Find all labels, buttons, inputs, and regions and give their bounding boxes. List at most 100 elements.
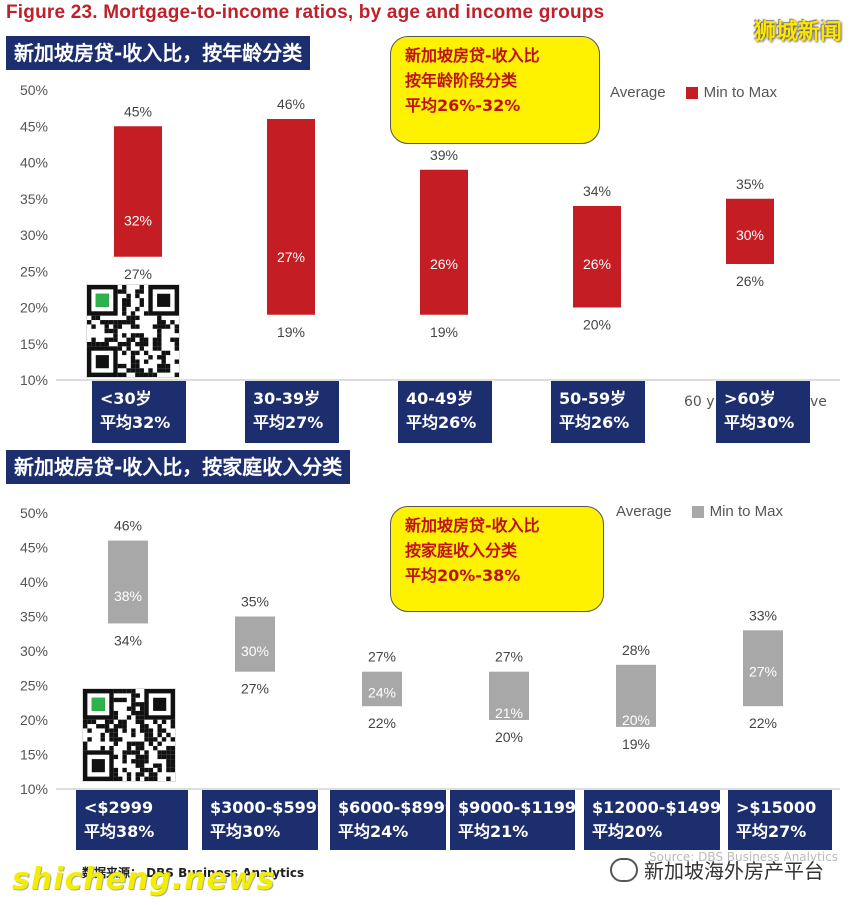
bottom-range-bar	[489, 671, 529, 720]
top-callout-line-1: 新加坡房贷-收入比	[405, 46, 540, 65]
top-average-label: 30%	[736, 227, 764, 243]
watermark-account-name: 新加坡海外房产平台	[644, 859, 824, 883]
top-range-bar	[267, 119, 315, 315]
brand-logo-text: 狮城新闻	[753, 20, 842, 45]
top-min-label: 27%	[124, 266, 152, 282]
top-max-label: 35%	[736, 176, 764, 192]
top-category-average: 平均26%	[406, 413, 477, 432]
bottom-category-box-6: >$15000 平均27%	[728, 790, 832, 850]
watermark-site: shicheng.news	[12, 862, 276, 897]
bottom-callout: 新加坡房贷-收入比 按家庭收入分类 平均20%-38%	[390, 506, 604, 612]
bottom-category-average: 平均38%	[84, 822, 155, 841]
top-legend-average: Average	[610, 84, 666, 101]
bottom-range-bar	[616, 664, 656, 727]
top-category-label: 40-49岁	[406, 389, 474, 408]
top-category-label: <30岁	[100, 389, 152, 408]
top-category-box-3: 40-49岁 平均26%	[398, 381, 492, 443]
top-max-label: 34%	[583, 183, 611, 199]
bottom-ytick-label: 40%	[20, 574, 48, 590]
bottom-legend-range: Min to Max	[709, 503, 783, 520]
top-max-label: 39%	[430, 147, 458, 163]
top-category-average: 平均26%	[559, 413, 630, 432]
top-range-bar	[573, 206, 621, 308]
top-ytick-label: 50%	[20, 82, 48, 98]
top-category-box-2: 30-39岁 平均27%	[245, 381, 339, 443]
top-category-box-4: 50-59岁 平均26%	[551, 381, 645, 443]
bottom-ytick-label: 20%	[20, 712, 48, 728]
top-callout-line-2: 按年龄阶段分类	[405, 71, 518, 90]
bottom-min-label: 22%	[368, 715, 396, 731]
top-range-bar	[420, 169, 468, 315]
bottom-category-average: 平均24%	[338, 822, 409, 841]
top-ytick-label: 35%	[20, 191, 48, 207]
bottom-max-label: 27%	[368, 649, 396, 665]
bottom-average-label: 21%	[495, 705, 523, 721]
bottom-max-label: 35%	[241, 594, 269, 610]
bottom-category-box-5: $12000-$14999 平均20%	[584, 790, 732, 850]
top-ytick-label: 15%	[20, 336, 48, 352]
bottom-range-bar	[108, 540, 148, 624]
top-chart: 10% 15% 20% 25% 30% 35% 40% 45% 50% 45% 27% 32% 46% 1…	[20, 82, 840, 388]
bottom-average-label: 38%	[114, 588, 142, 604]
figure-title: Figure 23. Mortgage-to-income ratios, by…	[6, 2, 605, 23]
bottom-min-label: 22%	[749, 715, 777, 731]
bottom-category-label: <$2999	[84, 798, 154, 817]
bottom-category-average: 平均20%	[592, 822, 663, 841]
bottom-category-average: 平均27%	[736, 822, 807, 841]
bottom-min-label: 34%	[114, 632, 142, 648]
bottom-legend-average: Average	[616, 503, 672, 520]
qr-code-icon	[83, 689, 175, 781]
bottom-ytick-label: 25%	[20, 678, 48, 694]
bottom-average-label: 20%	[622, 712, 650, 728]
top-category-average: 平均27%	[253, 413, 324, 432]
bottom-category-label: $6000-$8999	[338, 798, 456, 817]
bottom-callout-line-3: 平均20%-38%	[405, 566, 521, 585]
top-max-label: 45%	[124, 103, 152, 119]
bottom-ytick-label: 35%	[20, 609, 48, 625]
top-callout: 新加坡房贷-收入比 按年龄阶段分类 平均26%-32%	[390, 36, 600, 144]
top-legend: Average Min to Max	[610, 84, 777, 101]
top-min-label: 26%	[736, 273, 764, 289]
bottom-chart-banner: 新加坡房贷-收入比，按家庭收入分类	[6, 450, 351, 484]
bottom-category-label: >$15000	[736, 798, 817, 817]
top-chart-banner: 新加坡房贷-收入比，按年龄分类	[6, 36, 311, 70]
qr-code-icon	[87, 285, 179, 377]
top-ytick-label: 25%	[20, 263, 48, 279]
top-range-bar	[114, 126, 162, 257]
top-min-label: 19%	[430, 324, 458, 340]
top-category-label: 50-59岁	[559, 389, 627, 408]
bottom-ytick-label: 10%	[20, 781, 48, 797]
bottom-legend: Average Min to Max	[616, 503, 783, 520]
bottom-category-box-3: $6000-$8999 平均24%	[330, 790, 456, 850]
bottom-max-label: 28%	[622, 642, 650, 658]
bottom-callout-line-1: 新加坡房贷-收入比	[405, 516, 540, 535]
top-qr-code	[86, 284, 180, 378]
top-legend-range: Min to Max	[703, 84, 777, 101]
data-source: 数据来源： DBS Business Analytics	[82, 866, 305, 880]
bottom-category-average: 平均30%	[210, 822, 281, 841]
bottom-range-bar	[743, 630, 783, 707]
top-category-label: >60岁	[724, 389, 776, 408]
bottom-ytick-label: 30%	[20, 643, 48, 659]
bottom-range-bar	[362, 671, 402, 707]
bottom-callout-line-2: 按家庭收入分类	[405, 541, 518, 560]
top-ytick-label: 10%	[20, 372, 48, 388]
top-average-label: 26%	[583, 256, 611, 272]
top-ytick-label: 40%	[20, 155, 48, 171]
top-ytick-label: 45%	[20, 118, 48, 134]
bottom-min-label: 20%	[495, 729, 523, 745]
faded-source-text: Source: DBS Business Analytics	[649, 850, 838, 864]
top-category-label: 30-39岁	[253, 389, 321, 408]
top-category-box-5: >60岁 平均30%	[716, 381, 810, 443]
top-hidden-label-fragment-right: ve	[810, 394, 827, 410]
bottom-min-label: 19%	[622, 736, 650, 752]
bottom-category-box-4: $9000-$11999 平均21%	[450, 790, 587, 850]
watermark-account: 新加坡海外房产平台	[610, 855, 824, 884]
top-ytick-label: 30%	[20, 227, 48, 243]
bottom-average-label: 24%	[368, 684, 396, 700]
top-range-bar	[726, 198, 774, 264]
top-category-average: 平均30%	[724, 413, 795, 432]
bottom-category-label: $3000-$5999	[210, 798, 328, 817]
top-min-label: 19%	[277, 324, 305, 340]
